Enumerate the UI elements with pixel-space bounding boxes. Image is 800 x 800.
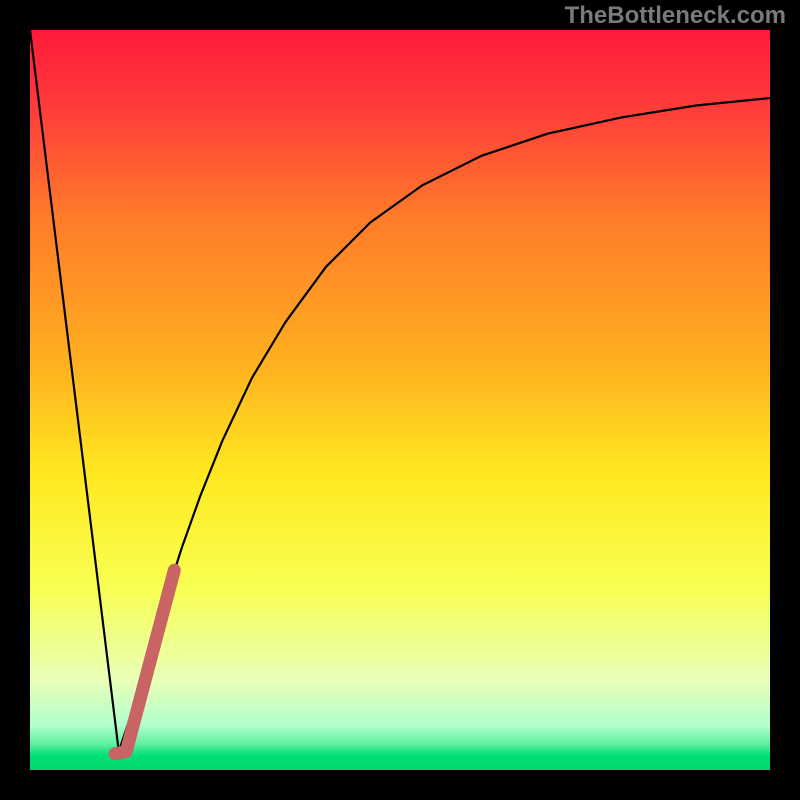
bottleneck-chart [0, 0, 800, 800]
watermark-text: TheBottleneck.com [565, 2, 786, 30]
chart-root: TheBottleneck.com [0, 0, 800, 800]
gradient-background [30, 30, 770, 770]
